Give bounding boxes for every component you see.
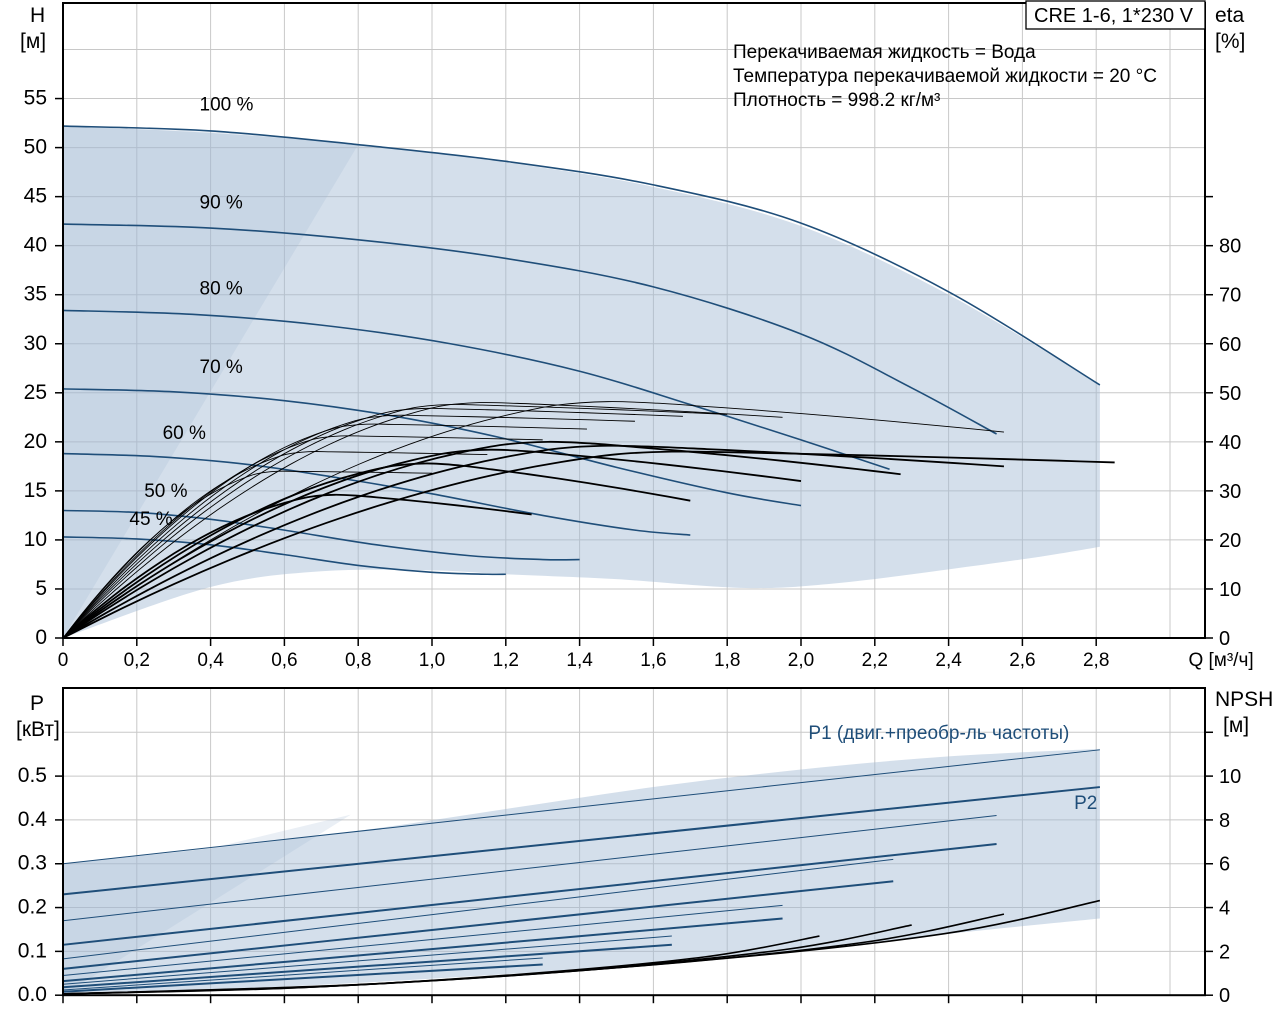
svg-text:0.3: 0.3 [18,852,47,875]
svg-text:1,4: 1,4 [566,650,593,671]
svg-text:NPSH: NPSH [1215,688,1273,711]
svg-text:25: 25 [24,381,47,404]
svg-text:15: 15 [24,479,47,502]
svg-text:30: 30 [24,332,47,355]
svg-text:80 %: 80 % [200,279,243,300]
svg-text:90 %: 90 % [200,192,243,213]
svg-text:Перекачиваемая жидкость = Вода: Перекачиваемая жидкость = Вода [733,42,1036,63]
svg-text:2,4: 2,4 [935,650,962,671]
svg-text:10: 10 [1219,766,1241,788]
svg-text:4: 4 [1219,898,1230,920]
svg-text:Плотность = 998.2 кг/м³: Плотность = 998.2 кг/м³ [733,90,940,111]
svg-text:0.1: 0.1 [18,939,47,962]
svg-text:10: 10 [24,528,47,551]
svg-text:Q [м³/ч]: Q [м³/ч] [1188,650,1253,671]
svg-text:70 %: 70 % [200,357,243,378]
svg-text:P: P [30,692,44,715]
svg-text:0: 0 [1219,628,1230,650]
svg-text:1,6: 1,6 [640,650,666,671]
svg-text:0.0: 0.0 [18,983,47,1006]
svg-text:50 %: 50 % [144,481,187,502]
svg-text:60: 60 [1219,334,1241,356]
svg-text:0.2: 0.2 [18,896,47,919]
svg-text:60 %: 60 % [163,423,206,444]
svg-text:8: 8 [1219,810,1230,832]
svg-text:2,8: 2,8 [1083,650,1109,671]
svg-text:P1 (двиг.+преобр-ль частоты): P1 (двиг.+преобр-ль частоты) [808,723,1069,744]
svg-text:2,2: 2,2 [862,650,888,671]
svg-text:5: 5 [35,577,47,600]
svg-text:50: 50 [1219,383,1241,405]
svg-text:20: 20 [24,430,47,453]
svg-text:1,8: 1,8 [714,650,740,671]
svg-text:100 %: 100 % [200,94,254,115]
svg-text:2,6: 2,6 [1009,650,1035,671]
svg-text:20: 20 [1219,530,1241,552]
svg-text:45: 45 [24,185,47,208]
svg-text:50: 50 [24,136,47,159]
svg-text:CRE 1-6, 1*230 V: CRE 1-6, 1*230 V [1034,5,1194,27]
svg-text:0: 0 [58,650,69,671]
svg-text:1,2: 1,2 [493,650,519,671]
svg-text:0: 0 [1219,985,1230,1007]
svg-text:0: 0 [35,626,47,649]
svg-text:70: 70 [1219,285,1241,307]
svg-text:[м]: [м] [1223,714,1249,737]
svg-text:35: 35 [24,283,47,306]
svg-text:40: 40 [24,234,47,257]
svg-text:0,2: 0,2 [124,650,150,671]
svg-text:0.5: 0.5 [18,764,47,787]
svg-text:1,0: 1,0 [419,650,445,671]
svg-text:45 %: 45 % [129,509,172,530]
svg-text:[м]: [м] [20,30,46,53]
svg-text:55: 55 [24,87,47,110]
svg-text:40: 40 [1219,432,1241,454]
svg-text:0,6: 0,6 [271,650,297,671]
svg-text:0,4: 0,4 [197,650,224,671]
svg-text:0,8: 0,8 [345,650,371,671]
svg-text:eta: eta [1215,4,1245,27]
svg-text:6: 6 [1219,854,1230,876]
svg-text:P2: P2 [1074,793,1097,814]
svg-text:80: 80 [1219,236,1241,258]
svg-text:10: 10 [1219,579,1241,601]
svg-text:H: H [30,4,45,27]
svg-text:30: 30 [1219,481,1241,503]
svg-text:[%]: [%] [1215,30,1245,53]
svg-text:2: 2 [1219,941,1230,963]
svg-text:2,0: 2,0 [788,650,814,671]
svg-text:[кВт]: [кВт] [16,718,60,741]
svg-text:0.4: 0.4 [18,808,48,831]
svg-text:Температура перекачиваемой жид: Температура перекачиваемой жидкости = 20… [733,66,1157,87]
